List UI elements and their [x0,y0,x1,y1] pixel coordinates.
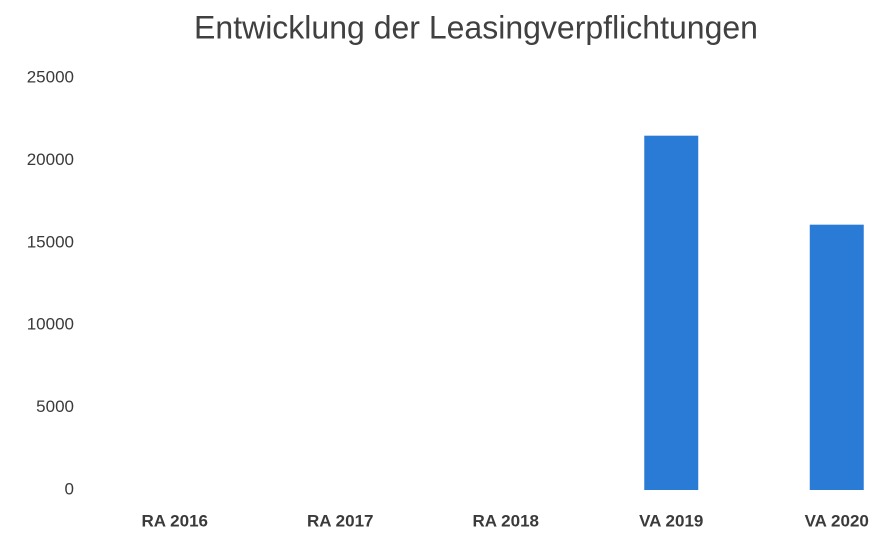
x-tick-label: RA 2018 [473,511,539,530]
y-tick-label: 20000 [27,150,74,169]
x-tick-label: VA 2020 [805,511,869,530]
x-tick-label: RA 2016 [142,511,208,530]
y-tick-label: 0 [65,479,74,498]
y-tick-label: 25000 [27,67,74,86]
bar [809,224,864,490]
y-tick-label: 5000 [36,397,74,416]
x-tick-label: RA 2017 [307,511,373,530]
bar [644,135,699,490]
y-tick-label: 10000 [27,315,74,334]
y-tick-label: 15000 [27,232,74,251]
chart-title: Entwicklung der Leasingverpflichtungen [194,9,758,45]
x-tick-label: VA 2019 [639,511,703,530]
